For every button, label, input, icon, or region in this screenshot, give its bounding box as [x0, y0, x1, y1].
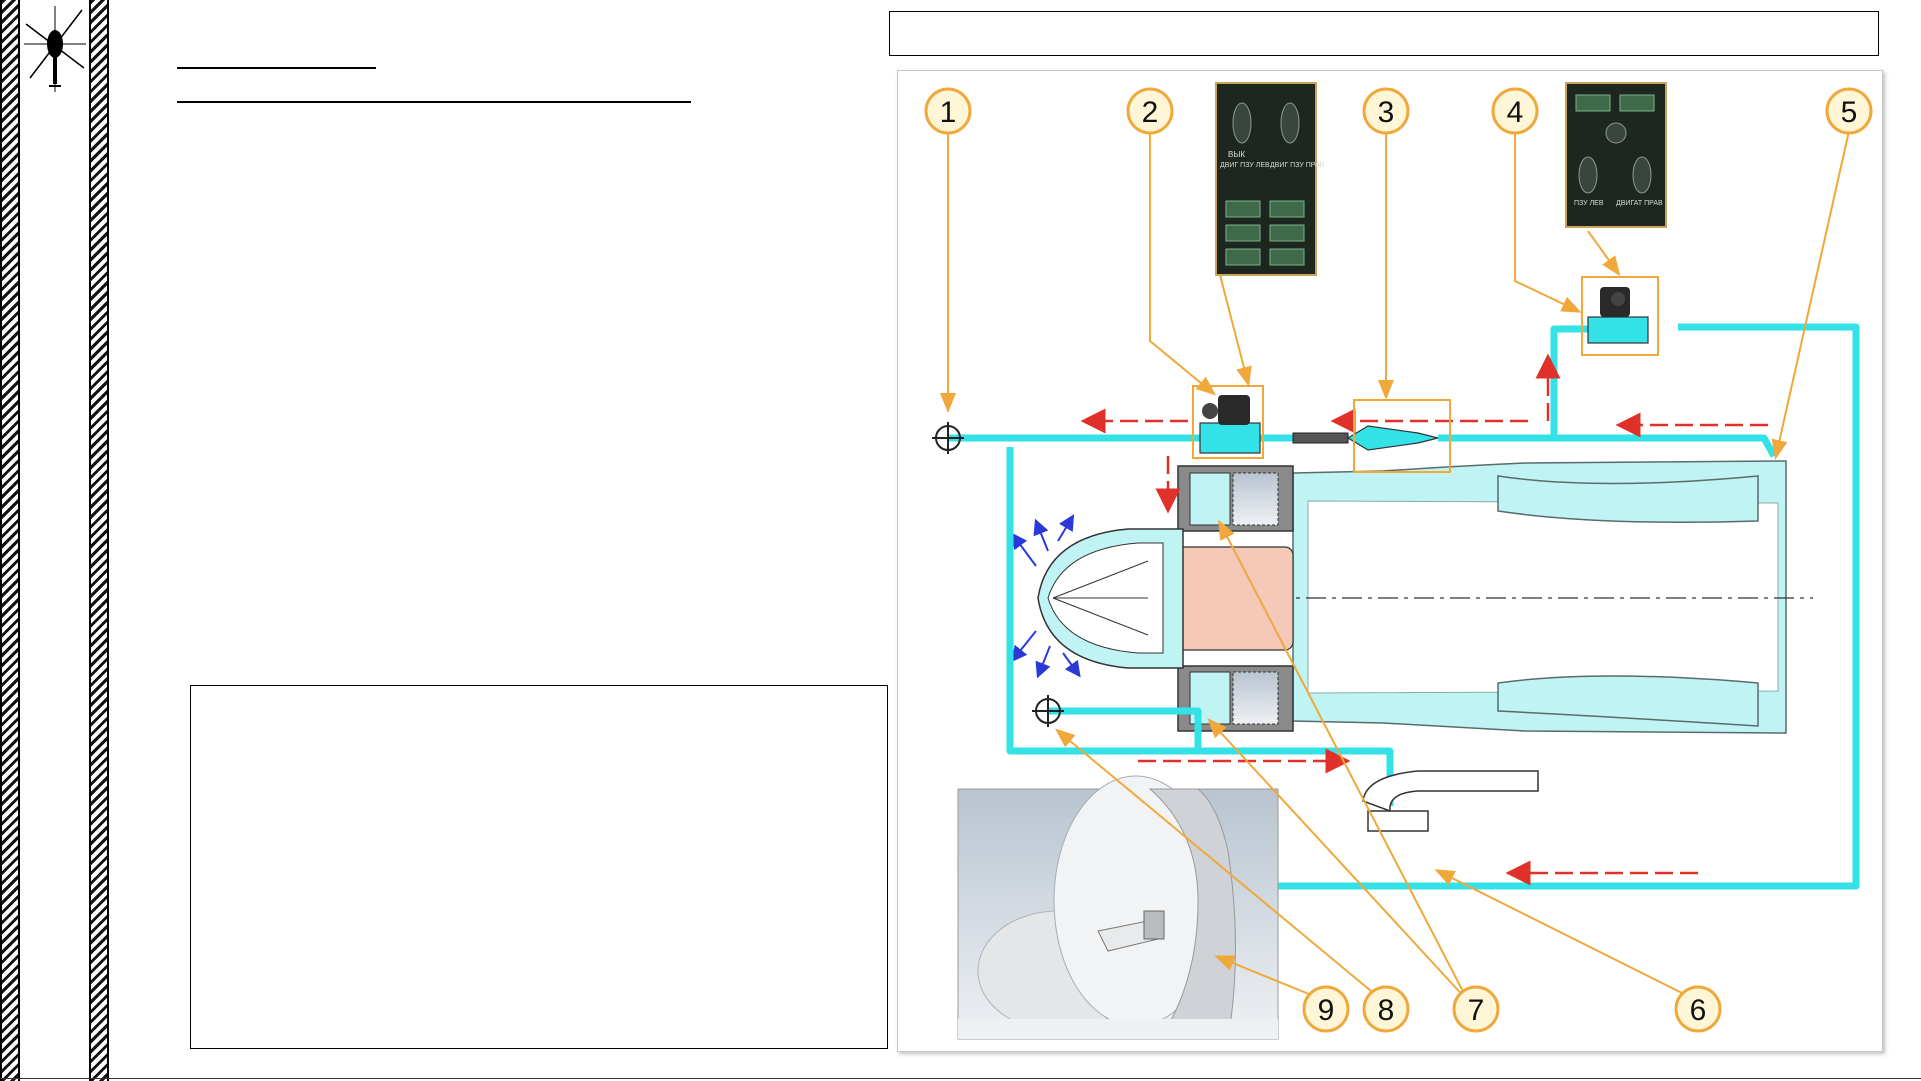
- leader-5: [1771, 130, 1850, 460]
- description-box: [190, 685, 888, 1049]
- exhaust-outlet-6: [1362, 770, 1539, 832]
- leader-2b: [1219, 274, 1252, 387]
- callout-9-label: 9: [1318, 994, 1335, 1027]
- leader-4b: [1587, 230, 1621, 277]
- callout-7-label: 7: [1468, 994, 1485, 1027]
- leader-4a: [1514, 131, 1582, 313]
- control-panel-right: ПЗУ ЛЕВ ДВИГАТ ПРАВ: [1565, 82, 1667, 228]
- callout-6: 6: [1674, 985, 1722, 1033]
- callout-1: 1: [924, 87, 972, 135]
- highlight-valve-2: [1192, 385, 1264, 459]
- filter-3: [1292, 425, 1439, 451]
- leader-7b: [1207, 718, 1469, 1002]
- leader-8: [1054, 728, 1384, 1002]
- title-underline: [177, 67, 376, 69]
- callout-1-label: 1: [940, 96, 957, 129]
- panel-right-label-1: ПЗУ ЛЕВ: [1574, 200, 1604, 207]
- callout-9: 9: [1302, 985, 1350, 1033]
- engine-anti-ice-diagram: ВЫК ДВИГ ПЗУ ЛЕВ ДВИГ ПЗУ ПРАВ ПЗУ ЛЕВ Д…: [924, 82, 1873, 1040]
- callout-8: 8: [1362, 985, 1410, 1033]
- callout-6-label: 6: [1690, 994, 1707, 1027]
- callout-4: 4: [1491, 87, 1539, 135]
- diagram-frame: ВЫК ДВИГ ПЗУ ЛЕВ ДВИГ ПЗУ ПРАВ ПЗУ ЛЕВ Д…: [897, 70, 1883, 1052]
- callout-markers: 1 2 3 4 5 6 7 8 9: [924, 87, 1873, 1033]
- callout-2-label: 2: [1142, 96, 1159, 129]
- callout-3-label: 3: [1378, 96, 1395, 129]
- leader-7a: [1218, 519, 1469, 1002]
- panel-right-label-2: ДВИГАТ ПРАВ: [1616, 200, 1663, 207]
- panel-left-label-1: ВЫК: [1228, 150, 1245, 159]
- right-hatched-border: [89, 0, 109, 1081]
- flow-direction-arrows: [1080, 353, 1768, 886]
- panel-left-label-3: ДВИГ ПЗУ ПРАВ: [1270, 162, 1325, 169]
- highlight-filter-3: [1353, 399, 1451, 473]
- leader-2a: [1149, 131, 1217, 396]
- footer-rule: [0, 1078, 1921, 1079]
- header-box: [889, 11, 1879, 56]
- intake-photo: [957, 775, 1279, 1040]
- highlight-valve-4: [1581, 276, 1659, 356]
- control-panel-left: ВЫК ДВИГ ПЗУ ЛЕВ ДВИГ ПЗУ ПРАВ: [1215, 82, 1325, 276]
- callout-7: 7: [1452, 985, 1500, 1033]
- valve-2: [1199, 395, 1261, 454]
- callout-5: 5: [1825, 87, 1873, 135]
- callout-2: 2: [1126, 87, 1174, 135]
- crosshair-icon: [932, 422, 964, 454]
- subtitle-underline: [177, 101, 691, 103]
- callout-3: 3: [1362, 87, 1410, 135]
- leader-9: [1214, 955, 1327, 1002]
- crosshair-icon: [1032, 695, 1064, 727]
- helicopter-icon: [24, 6, 86, 92]
- leader-6: [1434, 869, 1699, 1002]
- callout-8-label: 8: [1378, 994, 1395, 1027]
- engine-section: [1011, 460, 1813, 734]
- callout-5-label: 5: [1841, 96, 1858, 129]
- valve-4: [1587, 287, 1649, 344]
- panel-left-label-2: ДВИГ ПЗУ ЛЕВ: [1220, 162, 1270, 169]
- left-hatched-border: [0, 0, 20, 1081]
- callout-4-label: 4: [1507, 96, 1524, 129]
